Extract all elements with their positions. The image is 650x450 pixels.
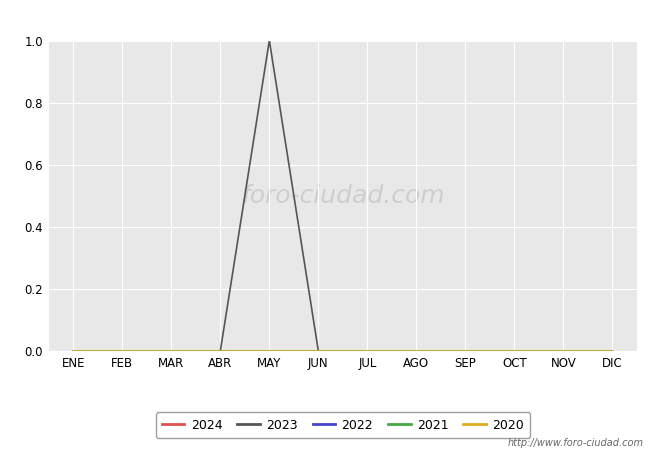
- Legend: 2024, 2023, 2022, 2021, 2020: 2024, 2023, 2022, 2021, 2020: [155, 412, 530, 438]
- Text: foro-ciudad.com: foro-ciudad.com: [241, 184, 445, 208]
- Text: http://www.foro-ciudad.com: http://www.foro-ciudad.com: [508, 438, 644, 448]
- Text: Matriculaciones de Vehiculos en Canillas de Río Tuerto: Matriculaciones de Vehiculos en Canillas…: [99, 10, 551, 28]
